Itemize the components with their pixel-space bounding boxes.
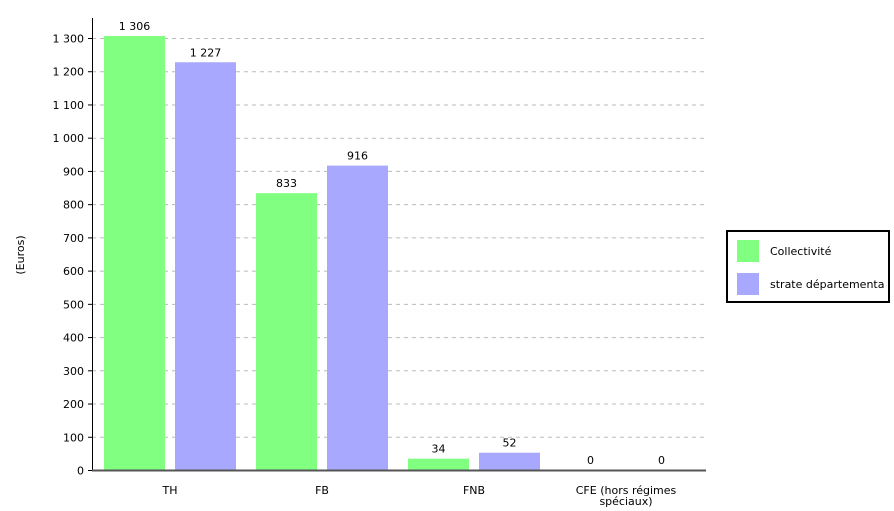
legend-label: strate départementa [770,278,884,291]
y-tick-label: 0 [77,465,84,478]
bar [408,459,469,470]
legend: Collectivité strate départementa [726,230,890,303]
y-axis-title: (Euros) [14,235,27,274]
bar [327,166,388,470]
bar-value-label: 34 [432,443,446,456]
legend-label: Collectivité [770,245,831,258]
bar [256,193,317,470]
y-tick-label: 900 [63,165,84,178]
y-tick-label: 600 [63,265,84,278]
x-tick-label: FNB [463,484,485,497]
y-tick-label: 1 200 [53,66,85,79]
bar-value-label: 916 [347,150,368,163]
legend-swatch [737,273,759,295]
y-tick-label: 400 [63,332,84,345]
x-tick-label: CFE (hors régimes spéciaux) [576,484,677,508]
legend-swatch [737,240,759,262]
bar-value-label: 1 306 [119,20,151,33]
bar [479,453,540,470]
bar-value-label: 0 [587,454,594,467]
y-tick-label: 700 [63,232,84,245]
y-tick-label: 300 [63,365,84,378]
x-tick-label: TH [162,484,178,497]
y-tick-label: 1 300 [53,33,85,46]
bar-value-label: 833 [276,177,297,190]
x-tick-label: FB [315,484,329,497]
y-tick-label: 800 [63,199,84,212]
bar [104,36,165,470]
y-tick-label: 100 [63,431,84,444]
bar-value-label: 1 227 [190,46,222,59]
bars: 1 306 1 227 833 916 34 52 0 0 [104,20,665,470]
y-tick-label: 1 000 [53,132,85,145]
bar [175,62,236,470]
legend-item-strate: strate départementa [737,273,884,295]
y-tick-label: 1 100 [53,99,85,112]
legend-item-collectivite: Collectivité [737,240,831,262]
bar-value-label: 52 [503,437,517,450]
bar-value-label: 0 [658,454,665,467]
y-tick-label: 500 [63,298,84,311]
y-tick-label: 200 [63,398,84,411]
